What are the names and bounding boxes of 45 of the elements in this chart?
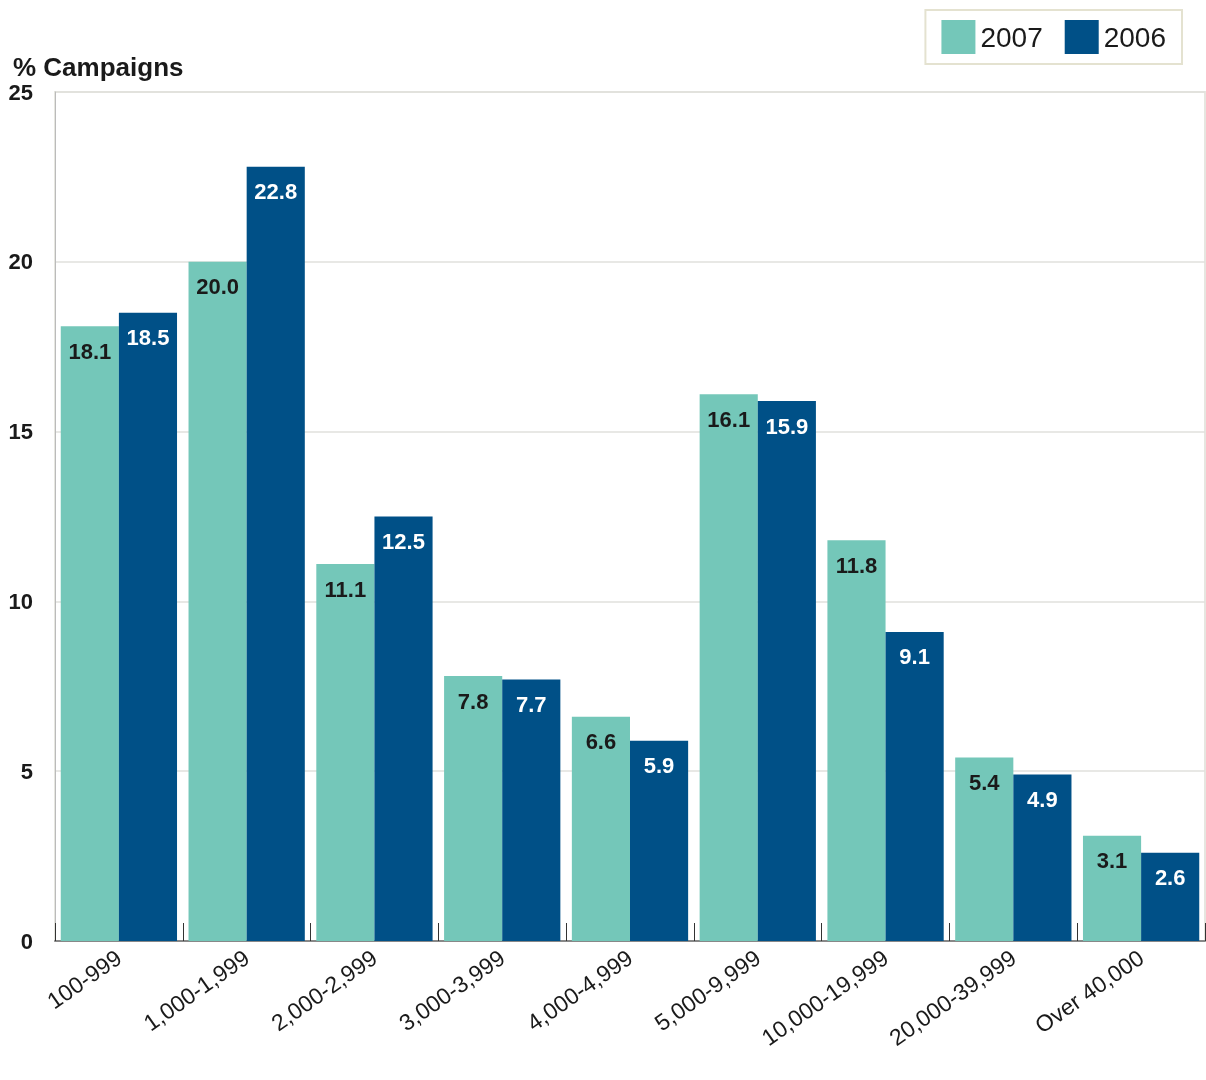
data-label: 5.9 [643, 753, 675, 779]
bar [188, 261, 247, 941]
data-label: 4.9 [1027, 787, 1058, 813]
bar [955, 757, 1014, 941]
y-tick-label: 10 [8, 588, 33, 614]
data-label: 15.9 [765, 413, 809, 439]
data-label: 3.1 [1096, 848, 1128, 874]
data-label: 6.6 [585, 729, 617, 755]
data-label: 20.0 [196, 274, 240, 300]
data-label: 7.7 [515, 692, 547, 718]
legend-label: 2007 [980, 21, 1043, 53]
bar [374, 516, 433, 941]
bar [571, 716, 630, 941]
legend-label: 2006 [1103, 21, 1167, 53]
data-label: 12.5 [382, 529, 425, 554]
bar [699, 394, 758, 941]
data-label: 5.4 [968, 770, 1001, 796]
bar [1013, 774, 1072, 941]
y-tick-label: 15 [8, 419, 33, 445]
y-tick-label: 25 [8, 79, 33, 105]
y-tick-label: 20 [8, 249, 33, 275]
y-tick-label: 0 [20, 928, 33, 954]
data-label: 18.1 [68, 338, 112, 364]
bar [630, 740, 689, 941]
data-label: 11.1 [324, 576, 367, 602]
data-label: 16.1 [707, 406, 751, 432]
bar [885, 631, 944, 941]
data-label: 2.6 [1154, 865, 1186, 891]
bar [1082, 835, 1142, 941]
bar [502, 679, 561, 941]
bar [757, 401, 816, 941]
bar [60, 326, 119, 941]
bar [827, 540, 886, 941]
y-tick-label: 5 [20, 758, 33, 784]
bar [444, 676, 503, 941]
data-label: 7.8 [457, 688, 489, 714]
bar [316, 564, 375, 941]
data-label: 22.8 [254, 179, 298, 205]
data-label: 11.8 [835, 552, 878, 578]
bar [118, 312, 178, 941]
bar [1141, 852, 1200, 941]
data-label: 9.1 [899, 644, 930, 670]
y-axis-title: % Campaigns [13, 52, 184, 82]
data-label: 18.5 [126, 325, 170, 351]
bar [246, 166, 305, 941]
